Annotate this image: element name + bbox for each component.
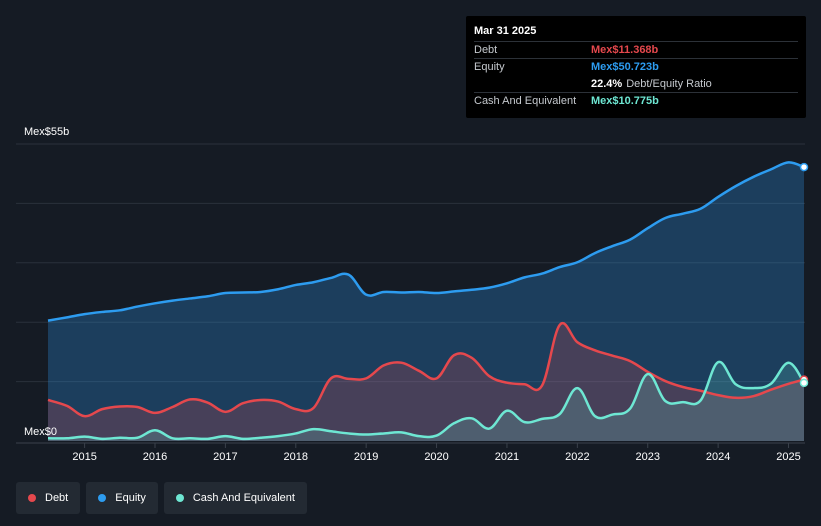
- tooltip-row-cash: Cash And Equivalent Mex$10.775b: [474, 92, 798, 109]
- tooltip-panel: Mar 31 2025 Debt Mex$11.368b Equity Mex$…: [466, 16, 806, 118]
- tooltip-ratio-value: 22.4%: [591, 77, 623, 90]
- line-debt: [47, 321, 805, 418]
- legend-label-equity: Equity: [115, 492, 146, 504]
- tooltip-debt-value: Mex$11.368b: [591, 44, 659, 56]
- x-tick-label: 2019: [354, 451, 378, 463]
- tooltip-ratio-label: Debt/Equity Ratio: [626, 77, 712, 90]
- tooltip-row-ratio: 22.4% Debt/Equity Ratio: [474, 75, 798, 92]
- legend-dot-debt: [28, 494, 36, 502]
- series-areas: [48, 162, 804, 441]
- area-cash-and-equivalent: [48, 361, 804, 441]
- x-tick-label: 2021: [495, 451, 519, 463]
- x-tick-label: 2022: [565, 451, 589, 463]
- line-cash-and-equivalent: [47, 360, 806, 441]
- area-debt: [48, 323, 804, 441]
- tooltip-date: Mar 31 2025: [474, 25, 537, 37]
- x-tick-label: 2018: [284, 451, 308, 463]
- end-marker-cash-and-equivalent: [799, 378, 809, 388]
- y-axis-max-label: Mex$55b: [24, 126, 69, 138]
- chart-legend: Debt Equity Cash And Equivalent: [16, 482, 307, 514]
- tooltip-row-debt: Debt Mex$11.368b: [474, 41, 798, 58]
- legend-item-debt[interactable]: Debt: [16, 482, 81, 514]
- legend-dot-cash: [175, 494, 184, 502]
- debt-equity-chart: 2015 2016 2017 2018 2019 2020 2021 2022 2023 2024…: [16, 126, 809, 463]
- x-tick-label: 2015: [72, 451, 96, 463]
- grid-lines: [16, 143, 805, 383]
- x-tick-label: 2025: [776, 451, 800, 463]
- y-axis-min-label: Mex$0: [24, 426, 57, 438]
- x-tick-label: 2020: [424, 451, 448, 463]
- x-tick-label: 2024: [706, 451, 730, 463]
- legend-label-debt: Debt: [45, 492, 69, 504]
- tooltip-row-equity: Equity Mex$50.723b: [474, 58, 798, 75]
- end-marker-equity: [799, 162, 809, 172]
- legend-label-cash: Cash And Equivalent: [192, 492, 295, 504]
- legend-dot-equity: [98, 494, 107, 502]
- area-equity: [48, 162, 804, 441]
- line-equity: [47, 161, 805, 322]
- x-tick-label: 2023: [635, 451, 659, 463]
- tooltip-cash-label: Cash And Equivalent: [474, 95, 577, 107]
- x-axis-ticks: 2015 2016 2017 2018 2019 2020 2021 2022 2023 2024…: [72, 443, 801, 463]
- legend-item-equity[interactable]: Equity: [86, 482, 158, 514]
- tooltip-equity-label: Equity: [474, 61, 505, 73]
- tooltip-equity-value: Mex$50.723b: [591, 61, 659, 73]
- tooltip-debt-label: Debt: [474, 44, 498, 56]
- series-end-markers: [799, 162, 809, 388]
- tooltip-cash-value: Mex$10.775b: [591, 95, 659, 107]
- x-tick-label: 2016: [143, 451, 167, 463]
- legend-item-cash[interactable]: Cash And Equivalent: [163, 482, 307, 514]
- x-tick-label: 2017: [213, 451, 237, 463]
- series-lines: [47, 161, 806, 441]
